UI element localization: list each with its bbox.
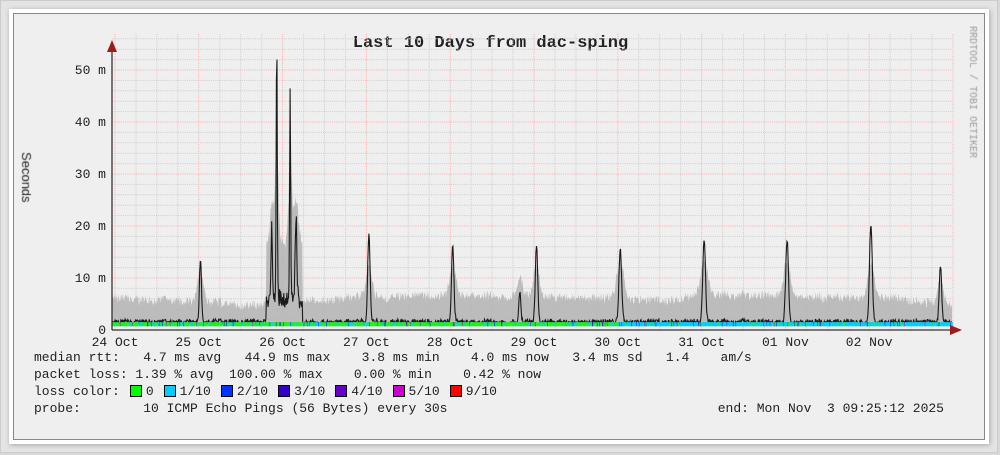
svg-text:40 m: 40 m [75, 115, 106, 130]
svg-text:24 Oct: 24 Oct [92, 335, 139, 350]
svg-text:31 Oct: 31 Oct [678, 335, 725, 350]
svg-text:26 Oct: 26 Oct [259, 335, 306, 350]
svg-text:27 Oct: 27 Oct [343, 335, 390, 350]
svg-text:28 Oct: 28 Oct [427, 335, 474, 350]
svg-text:20 m: 20 m [75, 219, 106, 234]
svg-text:25 Oct: 25 Oct [175, 335, 222, 350]
svg-text:30 m: 30 m [75, 167, 106, 182]
svg-text:01 Nov: 01 Nov [762, 335, 809, 350]
svg-text:29 Oct: 29 Oct [511, 335, 558, 350]
svg-text:30 Oct: 30 Oct [594, 335, 641, 350]
svg-text:02 Nov: 02 Nov [846, 335, 893, 350]
svg-text:10 m: 10 m [75, 271, 106, 286]
svg-text:50 m: 50 m [75, 63, 106, 78]
